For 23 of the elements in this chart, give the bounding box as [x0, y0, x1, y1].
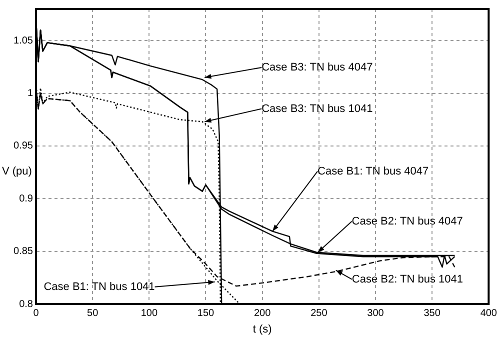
annotation: Case B2: TN bus 1041: [352, 273, 463, 286]
x-tick-label: 100: [140, 308, 158, 319]
x-tick-label: 200: [254, 308, 272, 319]
x-tick-label: 300: [367, 308, 384, 319]
y-tick-label: 1.05: [14, 35, 34, 46]
x-tick-label: 250: [310, 308, 328, 319]
y-tick-label: 0.8: [19, 298, 34, 310]
y-axis-title: V (pu): [2, 166, 32, 178]
annotation: Case B3: TN bus 4047: [262, 62, 373, 74]
x-tick-label: 50: [87, 308, 99, 319]
annotation: Case B1: TN bus 1041: [44, 280, 155, 293]
x-tick-label: 400: [480, 308, 498, 319]
annotation: Case B1: TN bus 4047: [318, 165, 429, 178]
y-tick-label: 0.85: [14, 246, 34, 258]
y-tick-label: 1: [27, 88, 34, 100]
annotation: Case B2: TN bus 4047: [352, 215, 463, 228]
x-tick-label: 0: [33, 308, 40, 319]
x-axis-title: t (s): [252, 324, 272, 336]
y-tick-label: 0.9: [19, 193, 34, 204]
x-tick-label: 150: [197, 308, 215, 319]
y-tick-label: 0.95: [14, 140, 34, 152]
annotation: Case B3: TN bus 1041: [262, 102, 373, 115]
x-tick-label: 350: [424, 308, 441, 319]
